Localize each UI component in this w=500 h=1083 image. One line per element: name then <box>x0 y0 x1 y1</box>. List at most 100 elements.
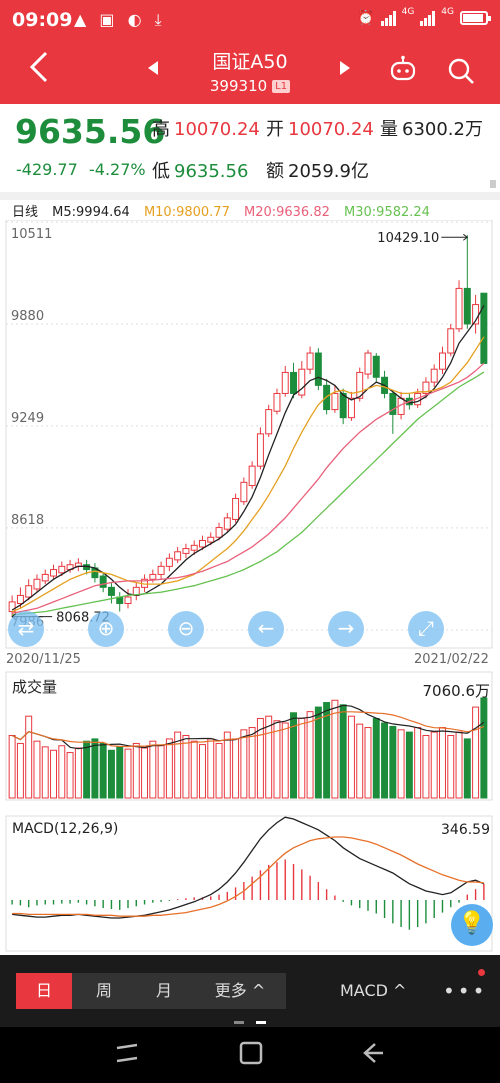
kline-frame <box>5 220 493 649</box>
volume-bar <box>58 745 66 799</box>
indicator-selector[interactable]: MACD ^ <box>340 981 407 1000</box>
fullscreen-icon[interactable]: ⤢ <box>408 611 444 647</box>
volume-value: 6300.2万 <box>402 119 483 140</box>
volume-bar <box>74 747 82 799</box>
next-triangle-icon[interactable] <box>338 60 352 80</box>
robot-icon[interactable] <box>388 54 418 84</box>
volume-bar <box>223 731 231 799</box>
candle-body <box>447 328 455 354</box>
status-time: 09:09 <box>12 9 73 31</box>
candle-body <box>339 392 347 419</box>
candle-body <box>347 397 355 419</box>
amount-cell: 额 2059.9亿 <box>266 157 369 183</box>
candle-body <box>331 392 339 411</box>
candle-body <box>422 381 430 394</box>
high-value: 10070.24 <box>174 119 260 140</box>
app-header: 09:09 ▲ ▣ ◐ ⤓ ⏰ 4G 4G 国证A50 399310 L1 <box>0 0 500 104</box>
search-icon[interactable] <box>446 56 476 86</box>
end-date-label: 2021/02/22 <box>414 652 489 667</box>
period-tab-bar: 日 周 月 更多 ^ MACD ^ ••• <box>0 955 500 1027</box>
tab-day[interactable]: 日 <box>16 973 72 1009</box>
ma20-label: M20:9636.82 <box>243 205 330 220</box>
candle-body <box>356 371 364 399</box>
signal-icon-2 <box>420 10 436 26</box>
tab-more[interactable]: 更多 ^ <box>214 981 266 1000</box>
y-axis-label: 10511 <box>11 227 52 242</box>
high-label: 高 <box>152 119 170 140</box>
volume-bar <box>439 727 446 799</box>
status-bar: 09:09 ▲ ▣ ◐ ⤓ ⏰ 4G 4G <box>0 0 500 40</box>
volume-bar <box>232 738 240 799</box>
volume-cell: 量 6300.2万 <box>380 115 483 141</box>
candle-body <box>58 565 66 574</box>
back-arrow-icon[interactable] <box>28 50 50 91</box>
volume-bar <box>331 699 339 799</box>
volume-bar <box>199 744 206 799</box>
zoom-out-icon[interactable]: ⊖ <box>168 611 204 647</box>
volume-bar <box>182 735 190 799</box>
ma20-line <box>11 362 485 614</box>
candle-body <box>207 536 215 543</box>
prev-triangle-icon[interactable] <box>146 60 160 80</box>
ma30-label: M30:9582.24 <box>344 205 430 220</box>
volume-bar <box>33 740 41 799</box>
y-axis-label: 9880 <box>11 309 44 324</box>
switch-icon[interactable]: ⇄ <box>8 611 44 647</box>
network-type-2: 4G <box>441 7 454 17</box>
volume-bar <box>207 738 215 799</box>
volume-bar <box>472 706 480 799</box>
candle-body <box>215 527 223 538</box>
macd-frame <box>5 815 493 952</box>
battery-icon <box>460 11 491 25</box>
tab-week[interactable]: 周 <box>95 981 112 1000</box>
lightbulb-icon[interactable]: 💡 <box>451 904 493 946</box>
zoom-in-icon[interactable]: ⊕ <box>88 611 124 647</box>
volume-bar <box>273 720 281 799</box>
candle-body <box>265 409 273 435</box>
candle-body <box>290 371 297 394</box>
home-icon[interactable] <box>236 1039 266 1069</box>
volume-frame <box>5 671 493 801</box>
recent-apps-icon[interactable] <box>112 1039 142 1069</box>
quote-panel: 9635.56 -429.77 -4.27% 高 10070.24 开 10070.… <box>0 104 500 192</box>
volume-bar <box>265 715 273 799</box>
more-options-icon[interactable]: ••• <box>443 979 488 1003</box>
candle-body <box>389 392 397 415</box>
candle-body <box>240 481 248 503</box>
candle-body <box>232 497 240 520</box>
volume-bar <box>240 729 248 799</box>
volume-bar <box>91 738 99 799</box>
volume-bar <box>124 748 132 799</box>
stock-code: 399310 <box>209 77 268 95</box>
right-arrow-icon[interactable]: → <box>328 611 364 647</box>
volume-ma5-line <box>11 704 485 750</box>
period-label: 日线 <box>12 205 39 220</box>
volume-bar <box>314 706 322 799</box>
volume-bar <box>381 722 389 799</box>
level-badge: L1 <box>272 80 291 93</box>
volume-bar <box>364 727 372 799</box>
volume-panel-value: 7060.6万 <box>422 682 491 700</box>
candle-body <box>25 585 33 598</box>
candle-body <box>174 551 182 561</box>
left-arrow-icon[interactable]: ← <box>248 611 284 647</box>
macd-panel-title: MACD(12,26,9) <box>12 821 119 837</box>
notification-icons: ▲ ▣ ◐ ⤓ <box>74 10 166 29</box>
max-marker-arrow <box>463 233 469 241</box>
volume-bar <box>323 702 331 799</box>
candle-body <box>306 352 314 370</box>
ma10-label: M10:9800.77 <box>143 205 230 220</box>
status-right: ⏰ 4G 4G <box>357 7 491 26</box>
volume-bar <box>347 715 355 799</box>
amount-value: 2059.9亿 <box>288 161 369 182</box>
volume-bar <box>25 715 33 799</box>
volume-bar <box>66 752 74 799</box>
volume-bar <box>215 742 223 799</box>
tab-month[interactable]: 月 <box>155 981 172 1000</box>
candle-body <box>314 352 322 386</box>
back-icon[interactable] <box>356 1039 386 1069</box>
notification-dot <box>478 969 485 976</box>
candle-body <box>430 368 438 383</box>
candle-body <box>298 368 306 396</box>
